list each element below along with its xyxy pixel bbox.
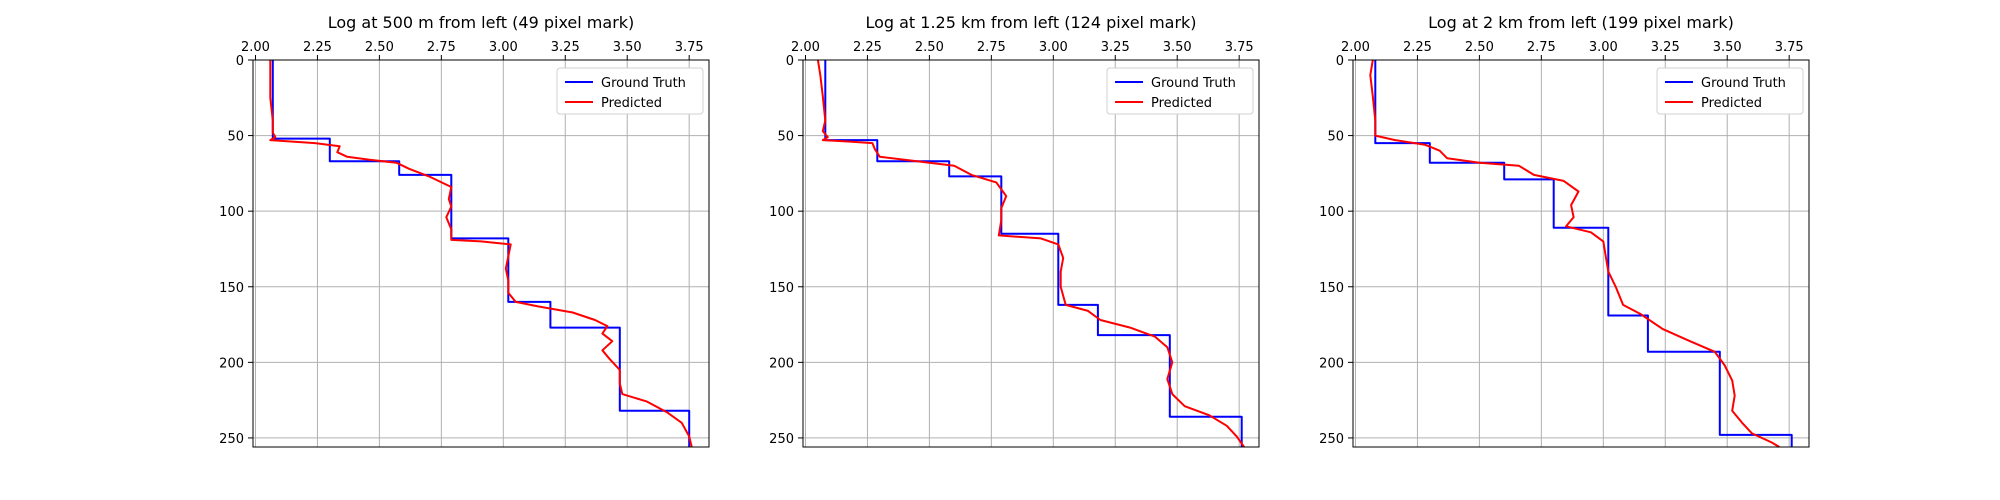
series-line-ground-truth xyxy=(824,60,1243,447)
panels: Log at 500 m from left (49 pixel mark) 2.… xyxy=(219,13,1810,448)
y-tick-label: 50 xyxy=(227,130,244,145)
x-tick-label: 3.50 xyxy=(1163,40,1192,55)
x-tick-label: 3.00 xyxy=(1039,40,1068,55)
x-tick-label: 2.25 xyxy=(1403,40,1432,55)
x-tick-label: 2.75 xyxy=(1527,40,1556,55)
y-tick-label: 200 xyxy=(1319,356,1344,371)
x-tick-label: 2.00 xyxy=(791,40,820,55)
series-line-predicted xyxy=(816,59,1245,448)
y-tick-label: 50 xyxy=(777,130,794,145)
legend-box xyxy=(1656,67,1804,115)
plot-frame xyxy=(1352,59,1810,448)
x-tick-label: 3.75 xyxy=(1775,40,1804,55)
y-tick-label: 250 xyxy=(219,432,244,447)
x-tick-label: 3.50 xyxy=(613,40,642,55)
series-line-predicted xyxy=(269,60,693,448)
y-tick-label: 150 xyxy=(219,281,244,296)
legend: Ground Truth Predicted xyxy=(556,67,704,115)
x-tick-label: 2.25 xyxy=(303,40,332,55)
series-line-ground-truth xyxy=(1374,60,1793,447)
legend-label: Predicted xyxy=(601,96,662,111)
y-tick-label: 150 xyxy=(1319,281,1344,296)
legend-label: Ground Truth xyxy=(1151,76,1236,91)
x-tick-label: 2.50 xyxy=(365,40,394,55)
x-tick-label: 3.25 xyxy=(1651,40,1680,55)
y-tick-label: 200 xyxy=(769,356,794,371)
plot-frame xyxy=(252,59,710,448)
legend-label: Predicted xyxy=(1151,96,1212,111)
y-tick-label: 250 xyxy=(1319,432,1344,447)
chart-title: Log at 2 km from left (199 pixel mark) xyxy=(1428,13,1734,32)
x-tick-label: 2.50 xyxy=(915,40,944,55)
y-tick-label: 0 xyxy=(786,54,794,69)
legend-label: Ground Truth xyxy=(1701,76,1786,91)
series-line-predicted xyxy=(1369,59,1780,448)
x-tick-label: 3.00 xyxy=(489,40,518,55)
y-tick-label: 0 xyxy=(1336,54,1344,69)
chart-panel-1: Log at 500 m from left (49 pixel mark) 2.… xyxy=(219,13,710,448)
y-tick-label: 0 xyxy=(236,54,244,69)
y-tick-label: 100 xyxy=(769,205,794,220)
x-tick-label: 2.25 xyxy=(853,40,882,55)
x-tick-label: 2.00 xyxy=(241,40,270,55)
legend-box xyxy=(1106,67,1254,115)
y-tick-label: 100 xyxy=(1319,205,1344,220)
y-tick-label: 50 xyxy=(1327,130,1344,145)
chart-panel-3: Log at 2 km from left (199 pixel mark) 2.… xyxy=(1319,13,1810,448)
y-tick-label: 200 xyxy=(219,356,244,371)
y-tick-label: 250 xyxy=(769,432,794,447)
y-tick-label: 100 xyxy=(219,205,244,220)
x-tick-label: 2.75 xyxy=(977,40,1006,55)
y-tick-label: 150 xyxy=(769,281,794,296)
x-tick-label: 3.75 xyxy=(675,40,704,55)
chart-title: Log at 500 m from left (49 pixel mark) xyxy=(328,13,635,32)
legend-label: Predicted xyxy=(1701,96,1762,111)
plot-frame xyxy=(802,59,1260,448)
x-tick-label: 3.25 xyxy=(1101,40,1130,55)
legend-box xyxy=(556,67,704,115)
legend: Ground Truth Predicted xyxy=(1656,67,1804,115)
x-tick-label: 3.50 xyxy=(1713,40,1742,55)
chart-title: Log at 1.25 km from left (124 pixel mark… xyxy=(865,13,1196,32)
legend-label: Ground Truth xyxy=(601,76,686,91)
chart-panel-2: Log at 1.25 km from left (124 pixel mark… xyxy=(769,13,1260,448)
legend: Ground Truth Predicted xyxy=(1106,67,1254,115)
x-tick-label: 3.00 xyxy=(1589,40,1618,55)
x-tick-label: 3.75 xyxy=(1225,40,1254,55)
x-tick-label: 2.50 xyxy=(1465,40,1494,55)
x-tick-label: 2.00 xyxy=(1341,40,1370,55)
x-tick-label: 2.75 xyxy=(427,40,456,55)
x-tick-label: 3.25 xyxy=(551,40,580,55)
